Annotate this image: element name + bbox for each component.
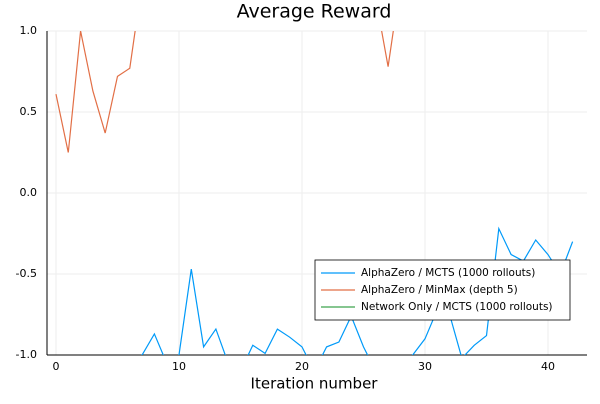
y-tick-label: -1.0 (16, 348, 37, 361)
x-tick-label: 30 (418, 360, 432, 373)
x-tick-label: 40 (541, 360, 555, 373)
x-tick-label: 20 (295, 360, 309, 373)
chart-title: Average Reward (237, 1, 392, 23)
legend-label: AlphaZero / MCTS (1000 rollouts) (361, 267, 535, 279)
legend-label: AlphaZero / MinMax (depth 5) (361, 284, 518, 296)
legend-label: Network Only / MCTS (1000 rollouts) (361, 301, 553, 313)
series-line (141, 226, 574, 355)
series-line (55, 31, 394, 153)
legend-box (314, 259, 571, 321)
x-axis-label: Iteration number (251, 375, 379, 393)
x-tick-label: 0 (52, 360, 59, 373)
y-tick-label: 0.5 (20, 105, 38, 118)
y-tick-label: 0.0 (20, 186, 38, 199)
y-tick-label: -0.5 (16, 267, 37, 280)
x-tick-label: 10 (172, 360, 186, 373)
y-tick-label: 1.0 (20, 24, 38, 37)
